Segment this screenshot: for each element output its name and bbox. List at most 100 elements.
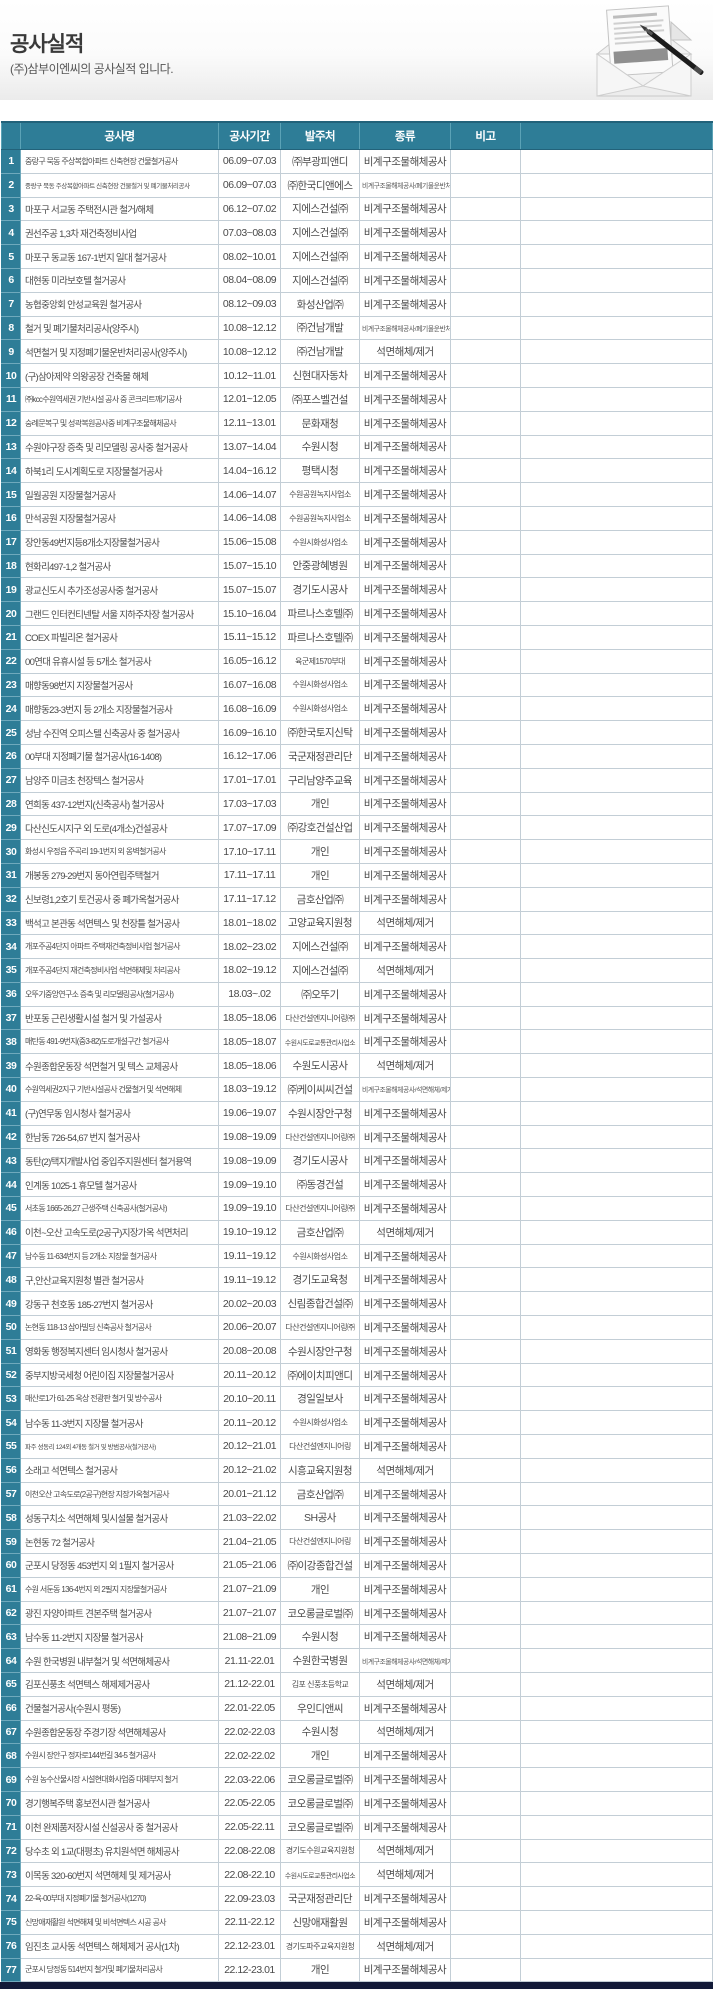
client-cell: 신림종합건설㈜ bbox=[280, 1291, 360, 1317]
row-number-cell: 12 bbox=[1, 410, 21, 436]
client-cell: 육군제1570부대 bbox=[280, 648, 360, 674]
note-cell bbox=[450, 315, 521, 341]
client-cell: 코오롱글로벌㈜ bbox=[280, 1790, 360, 1816]
row-number-cell: 31 bbox=[1, 862, 21, 888]
project-name-cell: COEX 파빌리온 철거공사 bbox=[20, 624, 219, 650]
table-row: 42 한남동 726-54,67 번지 철거공사 19.08~19.09 다산건설엔지… bbox=[1, 1124, 713, 1150]
period-cell: 16.08~16.09 bbox=[218, 696, 281, 722]
spacer-cell bbox=[520, 743, 713, 769]
spacer-cell bbox=[520, 529, 713, 555]
client-cell: 수원시청 bbox=[280, 434, 360, 460]
row-number-cell: 23 bbox=[1, 672, 21, 698]
type-cell: 비계구조물해체공사 bbox=[359, 1267, 451, 1293]
page-title: 공사실적 bbox=[10, 33, 84, 56]
type-cell: 비계구조물해체공사 bbox=[359, 1695, 451, 1721]
period-cell: 08.04~08.09 bbox=[218, 267, 281, 293]
period-cell: 16.07~16.08 bbox=[218, 672, 281, 698]
period-cell: 22.05-22.11 bbox=[218, 1814, 281, 1840]
column-header-note: 비고 bbox=[450, 121, 521, 150]
note-cell bbox=[450, 1053, 521, 1079]
project-name-cell: 서초동 1665-26,27 근생주택 신축공사(철거공사) bbox=[20, 1196, 219, 1221]
row-number-cell: 3 bbox=[1, 196, 21, 222]
client-cell: 수원시화성사업소 bbox=[280, 672, 360, 698]
table-row: 72 당수초 외 1교(대평초) 유치원석면 해체공사 22.08-22.08 경기도… bbox=[1, 1838, 713, 1864]
project-name-cell: 성남 수진역 오피스텔 신축공사 중 철거공사 bbox=[20, 720, 219, 745]
row-number-cell: 34 bbox=[1, 934, 21, 960]
spacer-cell bbox=[520, 149, 713, 174]
period-cell: 18.01~18.02 bbox=[218, 910, 281, 936]
row-number-cell: 8 bbox=[1, 315, 21, 341]
table-row: 13 수원야구장 증축 및 리모델링 공사중 철거공사 13.07~14.04 수원시… bbox=[1, 434, 713, 460]
spacer-cell bbox=[520, 339, 713, 365]
note-cell bbox=[450, 1338, 521, 1364]
note-cell bbox=[450, 458, 521, 484]
type-cell: 비계구조물해체공사/폐기물운반처리 bbox=[359, 172, 451, 198]
period-cell: 17.10~17.11 bbox=[218, 839, 281, 864]
note-cell bbox=[450, 1267, 521, 1293]
project-name-cell: 이천~오산 고속도로(2공구)지장가옥 석면처리 bbox=[20, 1219, 219, 1245]
type-cell: 비계구조물해체공사 bbox=[359, 743, 451, 769]
note-cell bbox=[450, 743, 521, 769]
spacer-cell bbox=[520, 1100, 713, 1126]
period-cell: 21.05~21.06 bbox=[218, 1553, 281, 1578]
row-number-cell: 19 bbox=[1, 577, 21, 603]
spacer-cell bbox=[520, 1196, 713, 1221]
type-cell: 비계구조물해체공사 bbox=[359, 1529, 451, 1555]
type-cell: 비계구조물해체공사 bbox=[359, 648, 451, 674]
row-number-cell: 20 bbox=[1, 601, 21, 626]
period-cell: 17.07~17.09 bbox=[218, 815, 281, 841]
row-number-cell: 35 bbox=[1, 958, 21, 983]
note-cell bbox=[450, 1576, 521, 1602]
client-cell: 경기도파주교육지원청 bbox=[280, 1933, 360, 1959]
client-cell: ㈜이강종합건설 bbox=[280, 1553, 360, 1578]
client-cell: 수원시도로교통관리사업소 bbox=[280, 1029, 360, 1055]
table-row: 35 개포주공4단지 재건축정비사업 석면해체및 처리공사 18.02~19.12 지… bbox=[1, 958, 713, 983]
row-number-cell: 53 bbox=[1, 1386, 21, 1412]
note-cell bbox=[450, 1862, 521, 1888]
period-cell: 21.11-22.01 bbox=[218, 1648, 281, 1673]
period-cell: 21.03~22.02 bbox=[218, 1505, 281, 1531]
type-cell: 비계구조물해체공사 bbox=[359, 601, 451, 626]
type-cell: 비계구조물해체공사 bbox=[359, 934, 451, 960]
type-cell: 비계구조물해체공사 bbox=[359, 862, 451, 888]
period-cell: 20.08~20.08 bbox=[218, 1338, 281, 1364]
client-cell: 경기도수원교육지원청 bbox=[280, 1838, 360, 1864]
note-cell bbox=[450, 172, 521, 198]
spacer-cell bbox=[520, 1505, 713, 1531]
period-cell: 20.01~21.12 bbox=[218, 1481, 281, 1507]
row-number-cell: 22 bbox=[1, 648, 21, 674]
spacer-cell bbox=[520, 934, 713, 960]
spacer-cell bbox=[520, 1767, 713, 1792]
project-name-cell: 이천오산 고속도로(2공구)현장 지장가옥철거공사 bbox=[20, 1481, 219, 1507]
client-cell: 수원공원녹지사업소 bbox=[280, 505, 360, 531]
table-row: 66 건물철거공사(수원시 평동) 22.01-22.05 우인디앤씨 비계구조물해체공… bbox=[1, 1695, 713, 1721]
row-number-cell: 62 bbox=[1, 1600, 21, 1626]
project-name-cell: 22-육-00부대 지정폐기물 철거공사(1270) bbox=[20, 1886, 219, 1911]
period-cell: 18.02~19.12 bbox=[218, 958, 281, 983]
client-cell: 수원시화성사업소 bbox=[280, 1410, 360, 1436]
project-name-cell: 성동구치소 석면해체 및시설물 철거공사 bbox=[20, 1505, 219, 1531]
project-name-cell: 개포주공4단지 아파트 주택재건축정비사업 철거공사 bbox=[20, 934, 219, 960]
row-number-cell: 64 bbox=[1, 1648, 21, 1673]
period-cell: 16.12~17.06 bbox=[218, 743, 281, 769]
table-row: 44 인계동 1025-1 휴모텔 철거공사 19.09~19.10 ㈜동경건설 비계구… bbox=[1, 1172, 713, 1198]
project-name-cell: 다산신도시지구 외 도로(4개소)건설공사 bbox=[20, 815, 219, 841]
spacer-cell bbox=[520, 1243, 713, 1269]
client-cell: 국군재정관리단 bbox=[280, 743, 360, 769]
spacer-cell bbox=[520, 1410, 713, 1436]
note-cell bbox=[450, 267, 521, 293]
row-number-cell: 17 bbox=[1, 529, 21, 555]
type-cell: 비계구조물해체공사 bbox=[359, 1767, 451, 1792]
note-cell bbox=[450, 149, 521, 174]
spacer-cell bbox=[520, 434, 713, 460]
type-cell: 비계구조물해체공사 bbox=[359, 1124, 451, 1150]
project-name-cell: ㈜kcc수원역세권 기반시설 공사 중 콘크리트깨기공사 bbox=[20, 386, 219, 412]
period-cell: 18.05~18.06 bbox=[218, 1053, 281, 1079]
project-name-cell: 군포시 당정동 453번지 외 1필지 철거공사 bbox=[20, 1553, 219, 1578]
project-name-cell: 영화동 행정복지센터 임시청사 철거공사 bbox=[20, 1338, 219, 1364]
client-cell: 고양교육지원청 bbox=[280, 910, 360, 936]
table-row: 27 남양주 미금초 천장텍스 철거공사 17.01~17.01 구리남양주교육 비계구… bbox=[1, 767, 713, 793]
row-number-cell: 21 bbox=[1, 624, 21, 650]
note-cell bbox=[450, 791, 521, 817]
table-row: 16 만석공원 지장물철거공사 14.06~14.08 수원공원녹지사업소 비계구조물해… bbox=[1, 505, 713, 531]
